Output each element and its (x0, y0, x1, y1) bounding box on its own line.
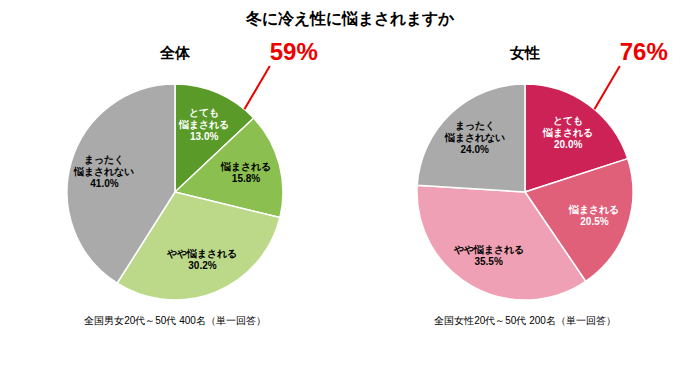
slices (67, 84, 283, 300)
subtitle: 全国男女20代～50代 400名（単一回答） (84, 315, 266, 326)
annotation-line (594, 66, 619, 109)
value-label: 20.0% (554, 138, 582, 149)
value-label: 24.0% (461, 144, 489, 155)
category-label: とても (189, 106, 219, 117)
pie-chart: 全体とても悩まされる13.0%悩まされる15.8%やや悩まされる30.2%まった… (67, 38, 318, 326)
category-label: 悩まされる (542, 126, 593, 137)
slice (67, 84, 175, 283)
category-label: 悩まされない (444, 132, 505, 144)
chart-title: 女性 (509, 44, 540, 61)
annotation-line (244, 66, 269, 109)
value-label: 15.8% (232, 173, 260, 184)
value-label: 41.0% (90, 177, 118, 188)
value-label: 30.2% (188, 260, 216, 271)
category-label: 悩まされる (178, 118, 229, 129)
data-label: 悩まされる20.5% (568, 203, 619, 226)
pie-chart: 女性とても悩まされる20.0%悩まされる20.5%やや悩まされる35.5%まった… (417, 38, 668, 326)
data-label: やや悩まされる35.5% (453, 243, 524, 266)
subtitle: 全国女性20代～50代 200名（単一回答） (434, 315, 616, 326)
data-label: とても悩まされる20.0% (542, 114, 593, 149)
category-label: まったく (455, 120, 495, 132)
value-label: 35.5% (474, 255, 502, 266)
data-label: まったく悩まされない41.0% (73, 153, 134, 188)
annotation: 59% (270, 38, 318, 65)
category-label: 悩まされない (73, 165, 134, 177)
value-label: 13.0% (190, 130, 218, 141)
chart-title: 全体 (159, 44, 191, 61)
chart-root: 冬に冷え性に悩まされますか全体とても悩まされる13.0%悩まされる15.8%やや… (0, 0, 700, 377)
data-label: とても悩まされる13.0% (178, 106, 229, 141)
category-label: やや悩まされる (166, 248, 237, 259)
category-label: 悩まされる (568, 203, 619, 214)
value-label: 20.5% (580, 215, 608, 226)
category-label: まったく (84, 153, 124, 165)
annotation: 76% (620, 38, 668, 65)
data-labels: とても悩まされる20.0%悩まされる20.5%やや悩まされる35.5%まったく悩… (444, 114, 620, 266)
slice (417, 84, 525, 192)
slice (417, 185, 586, 300)
main-title: 冬に冷え性に悩まされますか (245, 10, 455, 28)
category-label: とても (553, 114, 583, 125)
category-label: やや悩まされる (453, 243, 524, 254)
data-label: まったく悩まされない24.0% (444, 120, 505, 155)
category-label: 悩まされる (220, 161, 271, 172)
data-labels: とても悩まされる13.0%悩まされる15.8%やや悩まされる30.2%まったく悩… (73, 106, 271, 271)
slices (417, 84, 633, 300)
data-label: やや悩まされる30.2% (166, 248, 237, 271)
data-label: 悩まされる15.8% (220, 161, 271, 184)
